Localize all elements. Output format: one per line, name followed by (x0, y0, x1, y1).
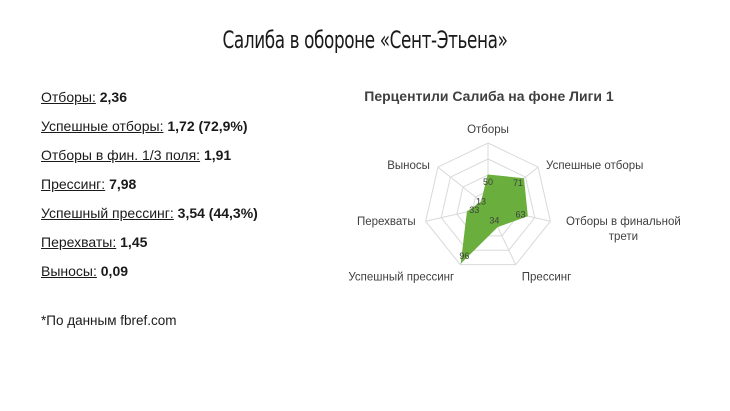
axis-label: Успешные отборы (546, 160, 643, 172)
page-title: Салиба в обороне «Сент-Этьена» (222, 26, 508, 54)
stat-value: 2,36 (99, 89, 127, 105)
stat-row-clearances: Выносы: 0,09 (41, 257, 258, 286)
stat-label: Отборы: (41, 89, 96, 105)
axis-label: Перехваты (357, 216, 416, 228)
value-label: 50 (483, 177, 493, 187)
series-area (460, 174, 528, 264)
grid-ring (425, 142, 551, 266)
stat-row-successful-tackles: Успешные отборы: 1,72 (72,9%) (41, 112, 258, 141)
grid-ring (440, 158, 536, 251)
value-label: 34 (489, 215, 499, 225)
stat-label: Перехваты: (41, 234, 117, 250)
stat-row-tackles: Отборы: 2,36 (41, 83, 258, 112)
stat-row-interceptions: Перехваты: 1,45 (41, 228, 258, 257)
value-label: 63 (515, 209, 525, 219)
stat-label: Отборы в фин. 1/3 поля: (41, 147, 201, 163)
stat-row-final-third-tackles: Отборы в фин. 1/3 поля: 1,91 (41, 141, 258, 170)
value-label: 33 (469, 205, 479, 215)
stats-list: Отборы: 2,36 Успешные отборы: 1,72 (72,9… (41, 83, 258, 286)
stat-label: Прессинг: (41, 176, 106, 192)
stat-value: 1,91 (203, 147, 232, 163)
stat-label: Успешные отборы: (41, 118, 164, 134)
stat-label: Успешный прессинг: (41, 205, 174, 221)
grid-spoke (437, 166, 489, 208)
value-label: 96 (459, 251, 469, 261)
axis-label: Успешный прессинг (348, 272, 454, 284)
stat-label: Выносы: (41, 263, 97, 279)
stat-value: 1,45 (120, 234, 148, 250)
stat-value: 1,72 (72,9%) (167, 118, 248, 134)
stat-row-successful-pressing: Успешный прессинг: 3,54 (44,3%) (41, 199, 258, 228)
value-label: 13 (476, 196, 486, 206)
stat-row-pressing: Прессинг: 7,98 (41, 170, 258, 199)
footnote: *По данным fbref.com (41, 313, 177, 328)
chart-title: Перцентили Салиба на фоне Лиги 1 (364, 88, 614, 104)
axis-label: Отборы (467, 124, 509, 136)
stat-value: 7,98 (109, 176, 137, 192)
stat-value: 0,09 (100, 263, 129, 279)
axis-label: Прессинг (522, 272, 572, 284)
axis-label: Отборы в финальной трети (566, 216, 681, 243)
value-label: 71 (513, 178, 523, 188)
stat-value: 3,54 (44,3%) (177, 205, 258, 221)
axis-label: Выносы (387, 160, 430, 172)
